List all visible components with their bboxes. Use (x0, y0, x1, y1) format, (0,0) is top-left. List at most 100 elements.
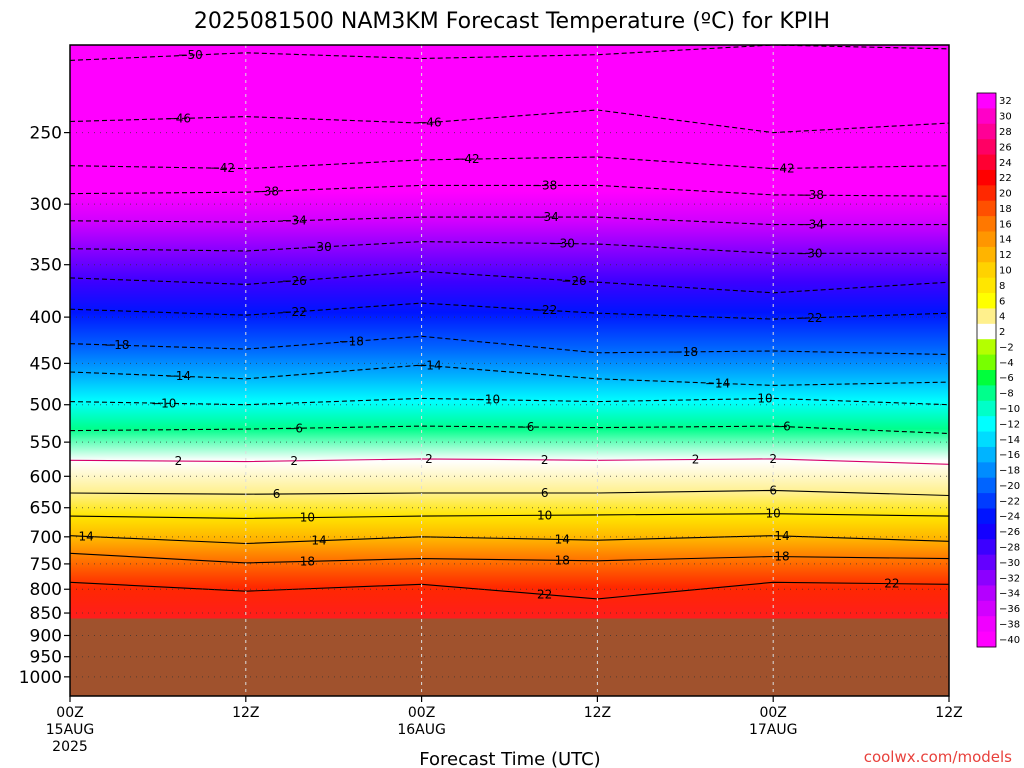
colorbar-legend: 32 30 28 26 24 22 20 18 16 14 12 10 8 6 4 2 −2 −4 −6 −8 −10 −… (976, 92, 1020, 648)
colorbar-label: 28 (999, 127, 1012, 138)
contour-label: −30 (550, 236, 575, 250)
colorbar-swatch (977, 93, 996, 109)
colorbar-label: −28 (999, 542, 1020, 553)
y-tick-label: 350 (30, 256, 62, 276)
colorbar-swatch (977, 323, 996, 340)
colorbar-swatch (977, 308, 996, 325)
contour-label: 2 (290, 454, 298, 468)
colorbar-label: −20 (999, 481, 1020, 492)
contour-label: −34 (533, 210, 558, 224)
credit-link[interactable]: coolwx.com/models (864, 748, 1012, 766)
chart-title: 2025081500 NAM3KM Forecast Temperature (… (194, 9, 830, 34)
x-tick-label: 12Z (232, 705, 259, 721)
contour-label: 2 (692, 453, 700, 467)
contour-label: −30 (797, 246, 822, 260)
colorbar-label: 6 (999, 296, 1005, 307)
contour-label: −42 (210, 161, 235, 175)
colorbar-swatch (977, 462, 996, 479)
colorbar-label: 18 (999, 204, 1012, 215)
contour-line--14 (70, 364, 949, 386)
contour-label: −10 (151, 396, 176, 410)
x-tick-label: 00Z (759, 705, 786, 721)
colorbar-label: 14 (999, 235, 1012, 246)
colorbar-label: 16 (999, 219, 1012, 230)
contour-label: 10 (766, 507, 781, 521)
contour-line-6 (70, 489, 949, 497)
contour-label: 18 (774, 550, 789, 564)
y-tick-label: 600 (30, 467, 62, 487)
x-tick-label: 12Z (935, 705, 962, 721)
plot-frame (69, 44, 950, 697)
contour-label: −26 (281, 274, 306, 288)
contour-line--46 (70, 109, 949, 134)
y-tick-label: 450 (30, 354, 62, 374)
y-tick-label: 250 (30, 124, 62, 144)
contour-label: −34 (281, 214, 306, 228)
y-tick-label: 650 (30, 499, 62, 519)
colorbar-label: 20 (999, 189, 1012, 200)
contour-label: 2 (425, 452, 433, 466)
y-tick-label: 500 (30, 396, 62, 416)
y-tick-label: 300 (30, 195, 62, 215)
colorbar-label: −18 (999, 466, 1020, 477)
contour-label: −22 (281, 305, 306, 319)
contour-line-18 (70, 552, 949, 564)
colorbar-swatch (977, 416, 996, 432)
colorbar-label: −30 (999, 558, 1020, 569)
contour-label: −42 (769, 161, 794, 175)
contour-label: −18 (104, 338, 129, 352)
contour-label: 22 (537, 588, 552, 602)
colorbar-label: 4 (999, 312, 1005, 323)
contour-line--38 (70, 184, 949, 197)
colorbar-swatch (977, 631, 996, 648)
contour-label: −18 (339, 334, 364, 348)
colorbar-label: −12 (999, 419, 1020, 430)
contour-line--50 (70, 45, 949, 61)
colorbar-label: −2 (999, 342, 1014, 353)
x-tick-date: 15AUG (46, 722, 95, 738)
contour-line-22 (70, 581, 949, 600)
contour-line-10 (70, 513, 949, 519)
colorbar-label: −24 (999, 512, 1020, 523)
colorbar-swatch (977, 508, 996, 525)
contour-label: −10 (747, 392, 772, 406)
colorbar-label: −36 (999, 604, 1020, 615)
contour-line--34 (70, 216, 949, 226)
contour-label: −46 (416, 116, 441, 130)
colorbar-swatch (977, 493, 996, 509)
contour-label: −34 (799, 218, 824, 232)
colorbar-label: −26 (999, 527, 1020, 538)
contour-line-2 (70, 458, 949, 465)
contour-label: 22 (884, 577, 899, 591)
contour-label: 14 (774, 529, 789, 543)
colorbar-label: −22 (999, 496, 1020, 507)
grid-lines (70, 45, 949, 696)
colorbar-label: −40 (999, 635, 1020, 646)
contour-label: 6 (273, 487, 281, 501)
colorbar-label: −38 (999, 619, 1020, 630)
contour-label: −38 (799, 188, 824, 202)
x-tick-label: 00Z (56, 705, 83, 721)
contour-label: −6 (285, 421, 303, 435)
surface-terrain (70, 618, 949, 696)
contour-label: −50 (177, 48, 202, 62)
contour-label: 18 (300, 554, 315, 568)
y-tick-label: 850 (30, 604, 62, 624)
x-tick-date: 17AUG (749, 722, 798, 738)
colorbar-swatch (977, 539, 996, 556)
colorbar-swatch (977, 446, 996, 463)
colorbar-label: 22 (999, 173, 1012, 184)
colorbar-label: −34 (999, 589, 1020, 600)
colorbar-swatch (977, 185, 996, 202)
contour-label: −6 (517, 420, 535, 434)
colorbar-swatch (977, 216, 996, 232)
colorbar-swatch (977, 154, 996, 171)
colorbar-label: 26 (999, 142, 1012, 153)
contour-label: −38 (254, 184, 279, 198)
contour-label: −46 (166, 111, 191, 125)
colorbar-swatch (977, 554, 996, 571)
contour-line--22 (70, 302, 949, 320)
colorbar-swatch (977, 431, 996, 448)
contour-lines (70, 45, 949, 600)
